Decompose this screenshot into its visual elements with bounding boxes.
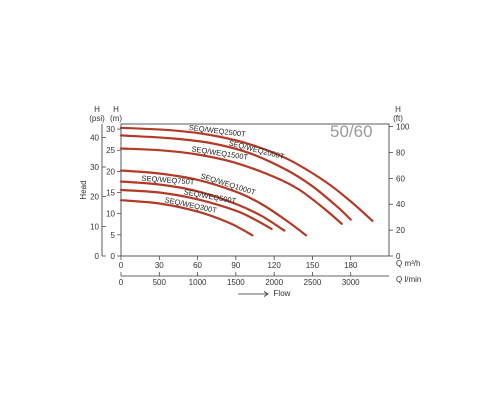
x-tick-label: 90 xyxy=(231,261,240,270)
m-unit-bottom: (m) xyxy=(110,114,122,123)
m-tick-label: 10 xyxy=(106,210,115,219)
performance-curves xyxy=(119,126,374,237)
x-secondary-tick-label: 3000 xyxy=(342,278,360,287)
m-tick-label: 15 xyxy=(106,189,115,198)
x-tick-label: 120 xyxy=(267,261,281,270)
flow-arrow-icon xyxy=(238,291,269,297)
m-tick-label: 20 xyxy=(106,167,115,176)
x-tick-label: 30 xyxy=(155,261,164,270)
curve-seq-weq2500t xyxy=(119,126,374,222)
m-tick-label: 0 xyxy=(111,252,116,261)
psi-unit-top: H xyxy=(94,105,100,114)
m-tick-label: 5 xyxy=(111,231,116,240)
curve-seq-weq750t xyxy=(119,180,286,232)
x-tick-label: 180 xyxy=(344,261,358,270)
x-secondary-tick-label: 0 xyxy=(119,278,124,287)
primary-x-unit: Q m³/h xyxy=(396,259,420,268)
ft-tick-label: 60 xyxy=(396,174,405,183)
x-secondary-tick-label: 1000 xyxy=(189,278,207,287)
ft-unit-top: H xyxy=(395,105,401,114)
x-secondary-tick-label: 2000 xyxy=(265,278,283,287)
psi-tick-label: 0 xyxy=(95,252,100,261)
curve-seq-weq1000t xyxy=(119,169,308,237)
curve-seq-weq2000t xyxy=(119,134,352,221)
x-tick-label: 0 xyxy=(119,261,124,270)
ft-tick-label: 80 xyxy=(396,148,405,157)
x-secondary-tick-label: 1500 xyxy=(227,278,245,287)
ft-tick-label: 100 xyxy=(396,123,410,132)
secondary-x-unit: Q l/min xyxy=(396,275,421,284)
psi-tick-label: 40 xyxy=(90,133,99,142)
tick-marks xyxy=(102,126,393,276)
curve-seq-weq500t xyxy=(119,188,273,230)
frequency-badge: 50/60 xyxy=(330,122,373,141)
m-tick-label: 25 xyxy=(106,146,115,155)
psi-unit-bottom: (psi) xyxy=(89,114,105,123)
curve-label: SEQ/WEQ750T xyxy=(141,174,195,187)
x-tick-label: 150 xyxy=(306,261,320,270)
x-tick-label: 60 xyxy=(193,261,202,270)
curve-seq-weq1500t xyxy=(119,147,343,225)
psi-tick-label: 10 xyxy=(90,222,99,231)
psi-tick-label: 30 xyxy=(90,163,99,172)
curve-seq-weq300t xyxy=(119,199,254,237)
ft-tick-label: 20 xyxy=(396,226,405,235)
x-secondary-tick-label: 2500 xyxy=(304,278,322,287)
head-axis-title: Head xyxy=(79,180,88,199)
psi-tick-label: 20 xyxy=(90,193,99,202)
ft-tick-label: 40 xyxy=(396,200,405,209)
ft-tick-label: 0 xyxy=(396,252,401,261)
m-unit-top: H xyxy=(113,105,119,114)
ft-unit-bottom: (ft) xyxy=(393,114,403,123)
x-secondary-tick-label: 500 xyxy=(153,278,167,287)
flow-axis-title: Flow xyxy=(274,289,291,298)
m-tick-label: 30 xyxy=(106,125,115,134)
